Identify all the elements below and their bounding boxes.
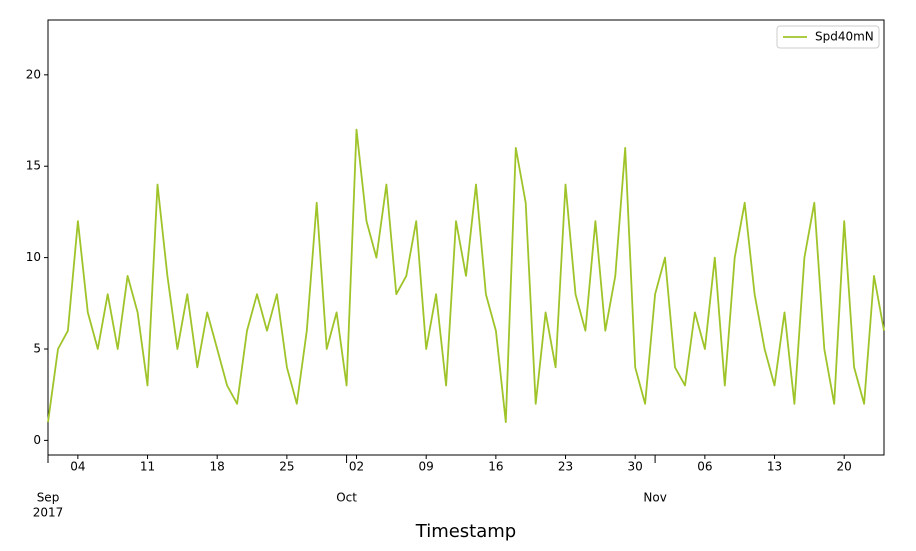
x-tick-label: 04 (70, 460, 85, 474)
x-month-label: Sep (37, 491, 60, 505)
x-tick-label: 13 (767, 460, 782, 474)
y-tick-label: 20 (26, 67, 41, 81)
x-axis-label: Timestamp (415, 521, 516, 542)
x-tick-label: 18 (210, 460, 225, 474)
legend-box (776, 25, 880, 49)
y-tick-label: 5 (33, 341, 41, 355)
x-month-label: Oct (336, 491, 357, 505)
x-tick-label: 06 (697, 460, 712, 474)
x-tick-label: 02 (349, 460, 364, 474)
x-tick-label: 30 (628, 460, 643, 474)
y-tick-label: 15 (26, 159, 41, 173)
x-tick-label: 25 (279, 460, 294, 474)
x-tick-label: 23 (558, 460, 573, 474)
y-tick-label: 10 (26, 250, 41, 264)
x-year-label: 2017 (33, 506, 64, 520)
x-tick-label: 09 (419, 460, 434, 474)
y-tick-label: 0 (33, 433, 41, 447)
x-tick-label: 20 (837, 460, 852, 474)
x-tick-label: 16 (488, 460, 503, 474)
x-tick-label: 11 (140, 460, 155, 474)
plot-frame (47, 19, 885, 456)
legend-label: Spd40mN (815, 30, 874, 44)
data-line (47, 128, 885, 423)
x-month-label: Nov (643, 491, 666, 505)
